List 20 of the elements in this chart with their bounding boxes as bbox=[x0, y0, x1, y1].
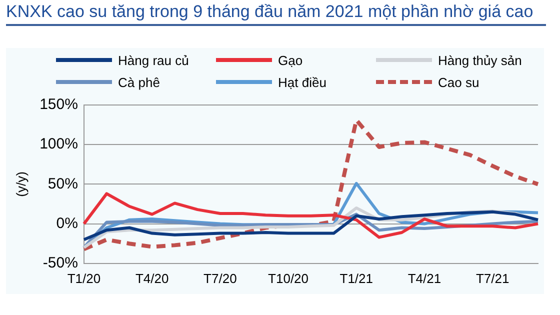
x-tick-label: T10/20 bbox=[268, 270, 309, 286]
legend-label: Cà phê bbox=[118, 74, 160, 90]
y-tick-label: -50% bbox=[42, 254, 78, 272]
x-tick-label: T1/20 bbox=[67, 270, 101, 286]
y-tick-label: 50% bbox=[48, 175, 78, 192]
y-tick-label: 150% bbox=[40, 96, 78, 114]
legend-label: Cao su bbox=[438, 74, 480, 90]
x-tick-label: T4/21 bbox=[408, 270, 442, 286]
x-tick-label: T7/20 bbox=[204, 270, 237, 286]
x-tick-label: T7/21 bbox=[476, 270, 510, 286]
y-tick-label: 100% bbox=[40, 136, 78, 153]
legend-label: Hàng rau củ bbox=[118, 52, 189, 68]
y-axis-title: (y/y) bbox=[13, 172, 28, 197]
y-tick-label: 0% bbox=[56, 214, 78, 232]
chart-title: KNXK cao su tăng trong 9 tháng đầu năm 2021 một phần nhờ giá cao bbox=[6, 2, 546, 26]
x-tick-label: T4/20 bbox=[135, 270, 169, 286]
legend-label: Gạo bbox=[278, 52, 303, 68]
legend-label: Hạt điều bbox=[278, 74, 326, 90]
x-tick-label: T1/21 bbox=[340, 270, 374, 286]
legend-label: Hàng thủy sản bbox=[438, 52, 522, 68]
